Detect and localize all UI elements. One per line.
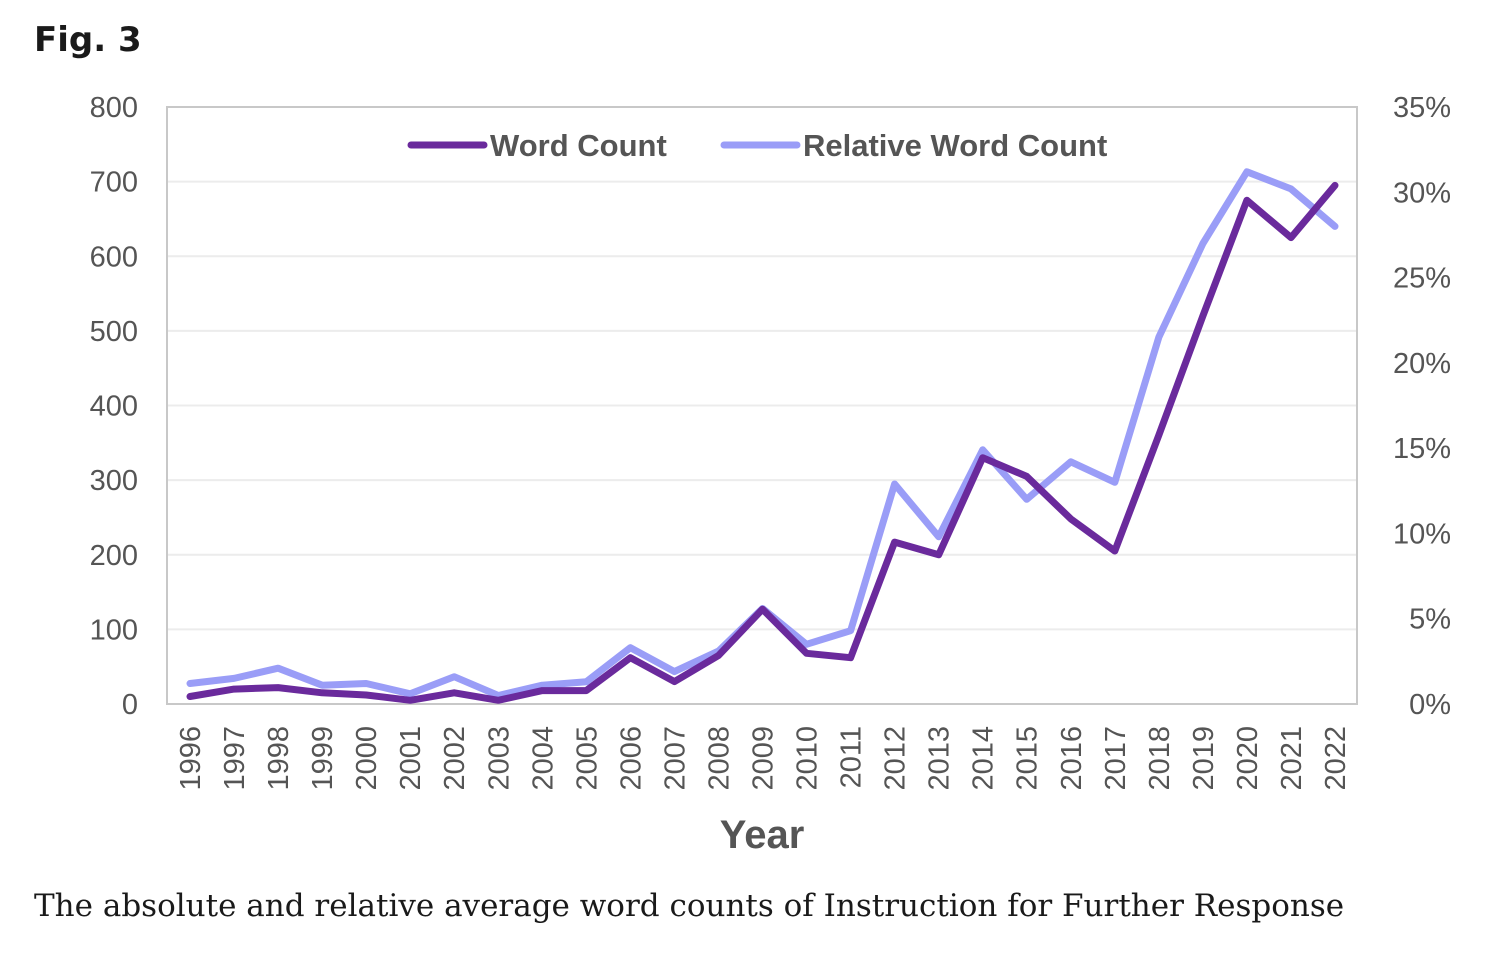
x-tick-label: 2005 <box>571 726 603 791</box>
x-axis-ticks: 1996 1997 1998 1999 2000 2001 2002 2003 2004 2005… <box>175 726 1352 791</box>
y-tick-label: 500 <box>90 316 138 348</box>
y2-tick-label: 25% <box>1393 263 1451 295</box>
legend-label-relative-word-count: Relative Word Count <box>803 128 1107 163</box>
y-tick-label: 100 <box>90 614 138 646</box>
y-tick-label: 300 <box>90 465 138 497</box>
x-tick-label: 2001 <box>395 726 427 791</box>
x-tick-label: 2006 <box>615 726 647 791</box>
x-tick-label: 2018 <box>1144 726 1176 791</box>
x-tick-label: 2012 <box>880 726 912 791</box>
series-lines <box>186 168 1339 704</box>
x-tick-label: 2022 <box>1320 726 1352 791</box>
y-axis-right-ticks: 0% 5% 10% 15% 20% 25% 30% 35% <box>1393 92 1451 721</box>
x-tick-label: 2003 <box>483 726 515 791</box>
y2-tick-label: 20% <box>1393 348 1451 380</box>
x-tick-label: 2015 <box>1012 726 1044 791</box>
y2-tick-label: 5% <box>1409 604 1451 636</box>
x-tick-label: 2021 <box>1276 726 1308 791</box>
x-tick-label: 1996 <box>175 726 207 791</box>
gridlines <box>167 180 1357 631</box>
y2-tick-label: 10% <box>1393 518 1451 550</box>
legend-label-word-count: Word Count <box>490 128 667 163</box>
x-tick-label: 2013 <box>924 726 956 791</box>
x-tick-label: 2002 <box>439 726 471 791</box>
figure-caption: The absolute and relative average word c… <box>34 888 1345 924</box>
y-tick-label: 0 <box>122 689 138 721</box>
x-tick-label: 2010 <box>792 726 824 791</box>
series-line-relative-word-count <box>186 168 1339 699</box>
x-tick-label: 2020 <box>1232 726 1264 791</box>
x-tick-label: 2000 <box>351 726 383 791</box>
x-tick-label: 1997 <box>219 726 251 791</box>
y-tick-label: 600 <box>90 241 138 273</box>
y2-tick-label: 30% <box>1393 177 1451 209</box>
x-tick-label: 2014 <box>968 726 1000 791</box>
series-line-word-count <box>186 181 1339 704</box>
x-tick-label: 2019 <box>1188 726 1220 791</box>
y-tick-label: 800 <box>90 92 138 124</box>
line-chart: 0 100 200 300 400 500 600 700 800 0% 5% 10% 15% 20% 2… <box>90 92 1451 857</box>
y2-tick-label: 15% <box>1393 433 1451 465</box>
x-tick-label: 2008 <box>703 726 735 791</box>
y2-tick-label: 35% <box>1393 92 1451 124</box>
legend: Word Count Relative Word Count <box>407 128 1107 163</box>
x-tick-label: 2011 <box>836 726 868 788</box>
y-axis-left-ticks: 0 100 200 300 400 500 600 700 800 <box>90 92 138 721</box>
x-tick-label: 2017 <box>1100 726 1132 791</box>
plot-area-frame <box>166 106 1358 705</box>
x-tick-label: 2004 <box>527 726 559 791</box>
x-tick-label: 2016 <box>1056 726 1088 791</box>
figure-label: Fig. 3 <box>34 20 142 60</box>
x-tick-label: 2009 <box>748 726 780 791</box>
x-tick-label: 1998 <box>263 726 295 791</box>
x-tick-label: 2007 <box>659 726 691 791</box>
y-tick-label: 700 <box>90 167 138 199</box>
y2-tick-label: 0% <box>1409 689 1451 721</box>
y-tick-label: 200 <box>90 540 138 572</box>
x-tick-label: 1999 <box>307 726 339 791</box>
y-tick-label: 400 <box>90 391 138 423</box>
x-axis-title: Year <box>720 813 805 857</box>
